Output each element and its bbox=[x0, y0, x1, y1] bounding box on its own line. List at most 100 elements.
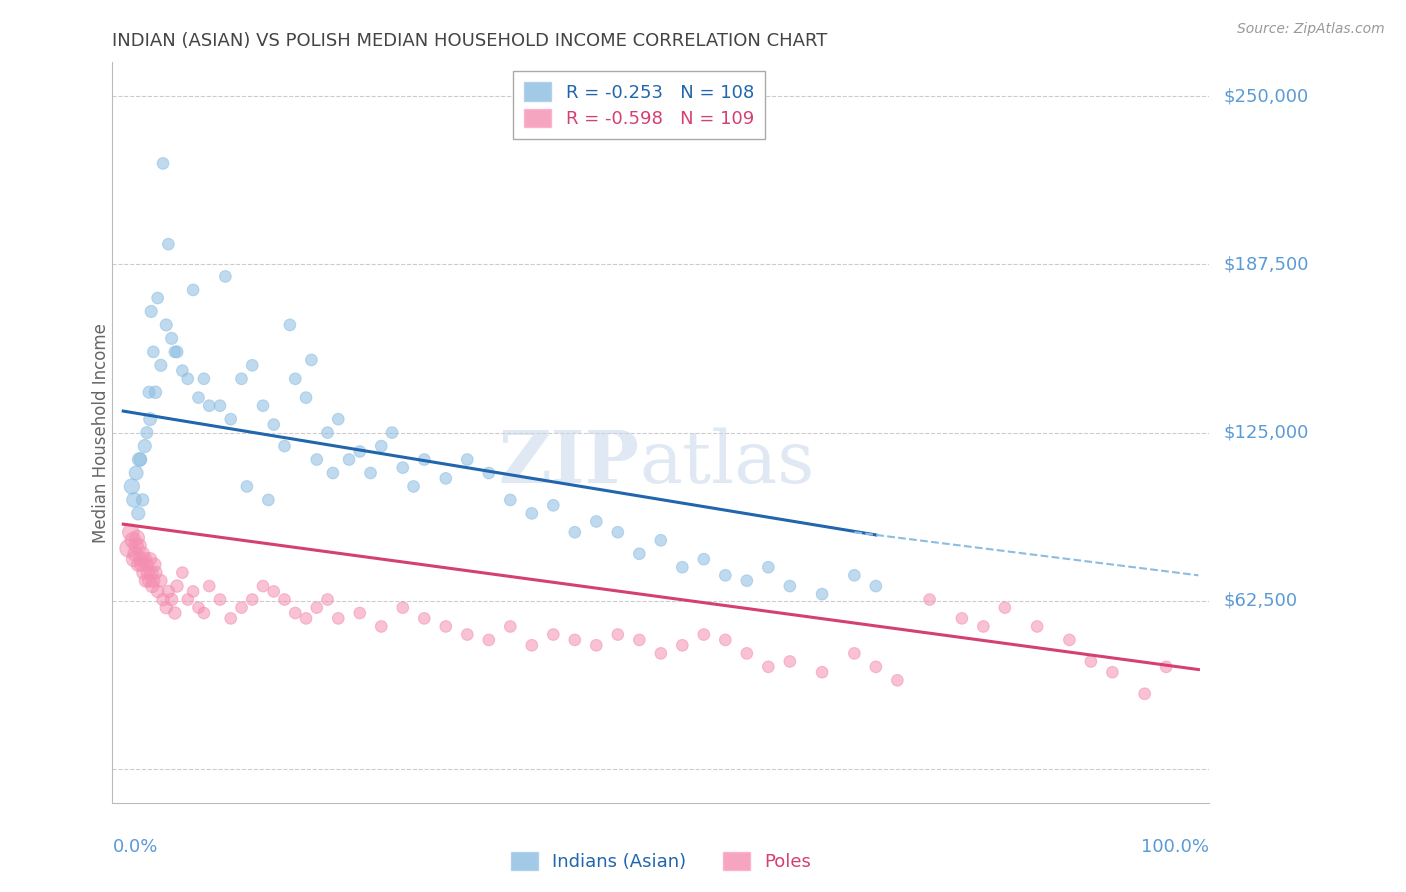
Point bbox=[139, 552, 162, 566]
Point bbox=[125, 539, 148, 553]
Point bbox=[166, 579, 188, 593]
Point bbox=[181, 584, 204, 599]
Text: 0.0%: 0.0% bbox=[112, 838, 157, 856]
Point bbox=[844, 646, 866, 660]
Point bbox=[149, 574, 172, 588]
Point bbox=[278, 318, 301, 332]
Point bbox=[434, 471, 457, 485]
Point bbox=[585, 638, 607, 652]
Point bbox=[145, 566, 167, 580]
Text: $187,500: $187,500 bbox=[1223, 255, 1309, 273]
Point bbox=[146, 584, 169, 599]
Point bbox=[1154, 660, 1177, 674]
Point bbox=[402, 479, 425, 493]
Point bbox=[316, 425, 339, 440]
Point bbox=[756, 560, 779, 574]
Point bbox=[391, 460, 413, 475]
Point bbox=[155, 600, 177, 615]
Point bbox=[120, 525, 142, 540]
Point bbox=[606, 627, 628, 641]
Point bbox=[193, 606, 215, 620]
Point bbox=[520, 638, 543, 652]
Point bbox=[146, 291, 169, 305]
Point bbox=[381, 425, 404, 440]
Point bbox=[131, 492, 153, 507]
Point bbox=[127, 558, 149, 572]
Point bbox=[163, 606, 186, 620]
Point bbox=[1080, 655, 1102, 669]
Point bbox=[284, 606, 307, 620]
Point bbox=[135, 425, 157, 440]
Point bbox=[122, 492, 145, 507]
Point bbox=[273, 439, 295, 453]
Text: INDIAN (ASIAN) VS POLISH MEDIAN HOUSEHOLD INCOME CORRELATION CHART: INDIAN (ASIAN) VS POLISH MEDIAN HOUSEHOL… bbox=[112, 32, 828, 50]
Point bbox=[328, 412, 350, 426]
Point bbox=[1133, 687, 1156, 701]
Point bbox=[141, 304, 163, 318]
Point bbox=[135, 574, 157, 588]
Point bbox=[273, 592, 295, 607]
Point bbox=[134, 552, 156, 566]
Point bbox=[141, 566, 163, 580]
Point bbox=[564, 525, 586, 540]
Point bbox=[735, 574, 758, 588]
Point bbox=[499, 492, 522, 507]
Point bbox=[328, 611, 350, 625]
Point bbox=[122, 552, 145, 566]
Point bbox=[149, 359, 172, 373]
Point bbox=[520, 507, 543, 521]
Point bbox=[478, 632, 501, 647]
Point bbox=[127, 507, 149, 521]
Point bbox=[143, 558, 166, 572]
Point bbox=[214, 269, 236, 284]
Point bbox=[219, 611, 242, 625]
Point bbox=[128, 539, 150, 553]
Point bbox=[628, 632, 651, 647]
Point bbox=[157, 237, 180, 252]
Point bbox=[499, 619, 522, 633]
Point bbox=[187, 600, 209, 615]
Point bbox=[263, 584, 285, 599]
Point bbox=[152, 156, 174, 170]
Text: atlas: atlas bbox=[638, 427, 814, 498]
Point bbox=[693, 627, 716, 641]
Point bbox=[177, 372, 200, 386]
Point bbox=[886, 673, 908, 688]
Point bbox=[198, 399, 221, 413]
Point bbox=[177, 592, 200, 607]
Point bbox=[865, 660, 887, 674]
Point bbox=[950, 611, 973, 625]
Point bbox=[132, 566, 155, 580]
Point bbox=[142, 344, 165, 359]
Point bbox=[811, 665, 834, 680]
Point bbox=[139, 412, 162, 426]
Point bbox=[295, 391, 318, 405]
Text: $250,000: $250,000 bbox=[1223, 87, 1309, 105]
Point bbox=[172, 566, 194, 580]
Point bbox=[779, 579, 801, 593]
Point bbox=[714, 632, 737, 647]
Point bbox=[305, 452, 328, 467]
Point bbox=[349, 444, 371, 458]
Point bbox=[434, 619, 457, 633]
Point bbox=[606, 525, 628, 540]
Point bbox=[129, 452, 152, 467]
Point bbox=[370, 619, 392, 633]
Point bbox=[391, 600, 413, 615]
Point bbox=[152, 592, 174, 607]
Point bbox=[478, 466, 501, 480]
Point bbox=[994, 600, 1017, 615]
Point bbox=[456, 627, 478, 641]
Legend: Indians (Asian), Poles: Indians (Asian), Poles bbox=[503, 845, 818, 879]
Point bbox=[240, 592, 263, 607]
Point bbox=[543, 498, 565, 512]
Point bbox=[231, 372, 253, 386]
Point bbox=[316, 592, 339, 607]
Point bbox=[972, 619, 994, 633]
Point bbox=[155, 318, 177, 332]
Text: ZIP: ZIP bbox=[498, 426, 638, 498]
Point bbox=[138, 574, 160, 588]
Point bbox=[413, 452, 436, 467]
Point bbox=[240, 359, 263, 373]
Point bbox=[671, 560, 693, 574]
